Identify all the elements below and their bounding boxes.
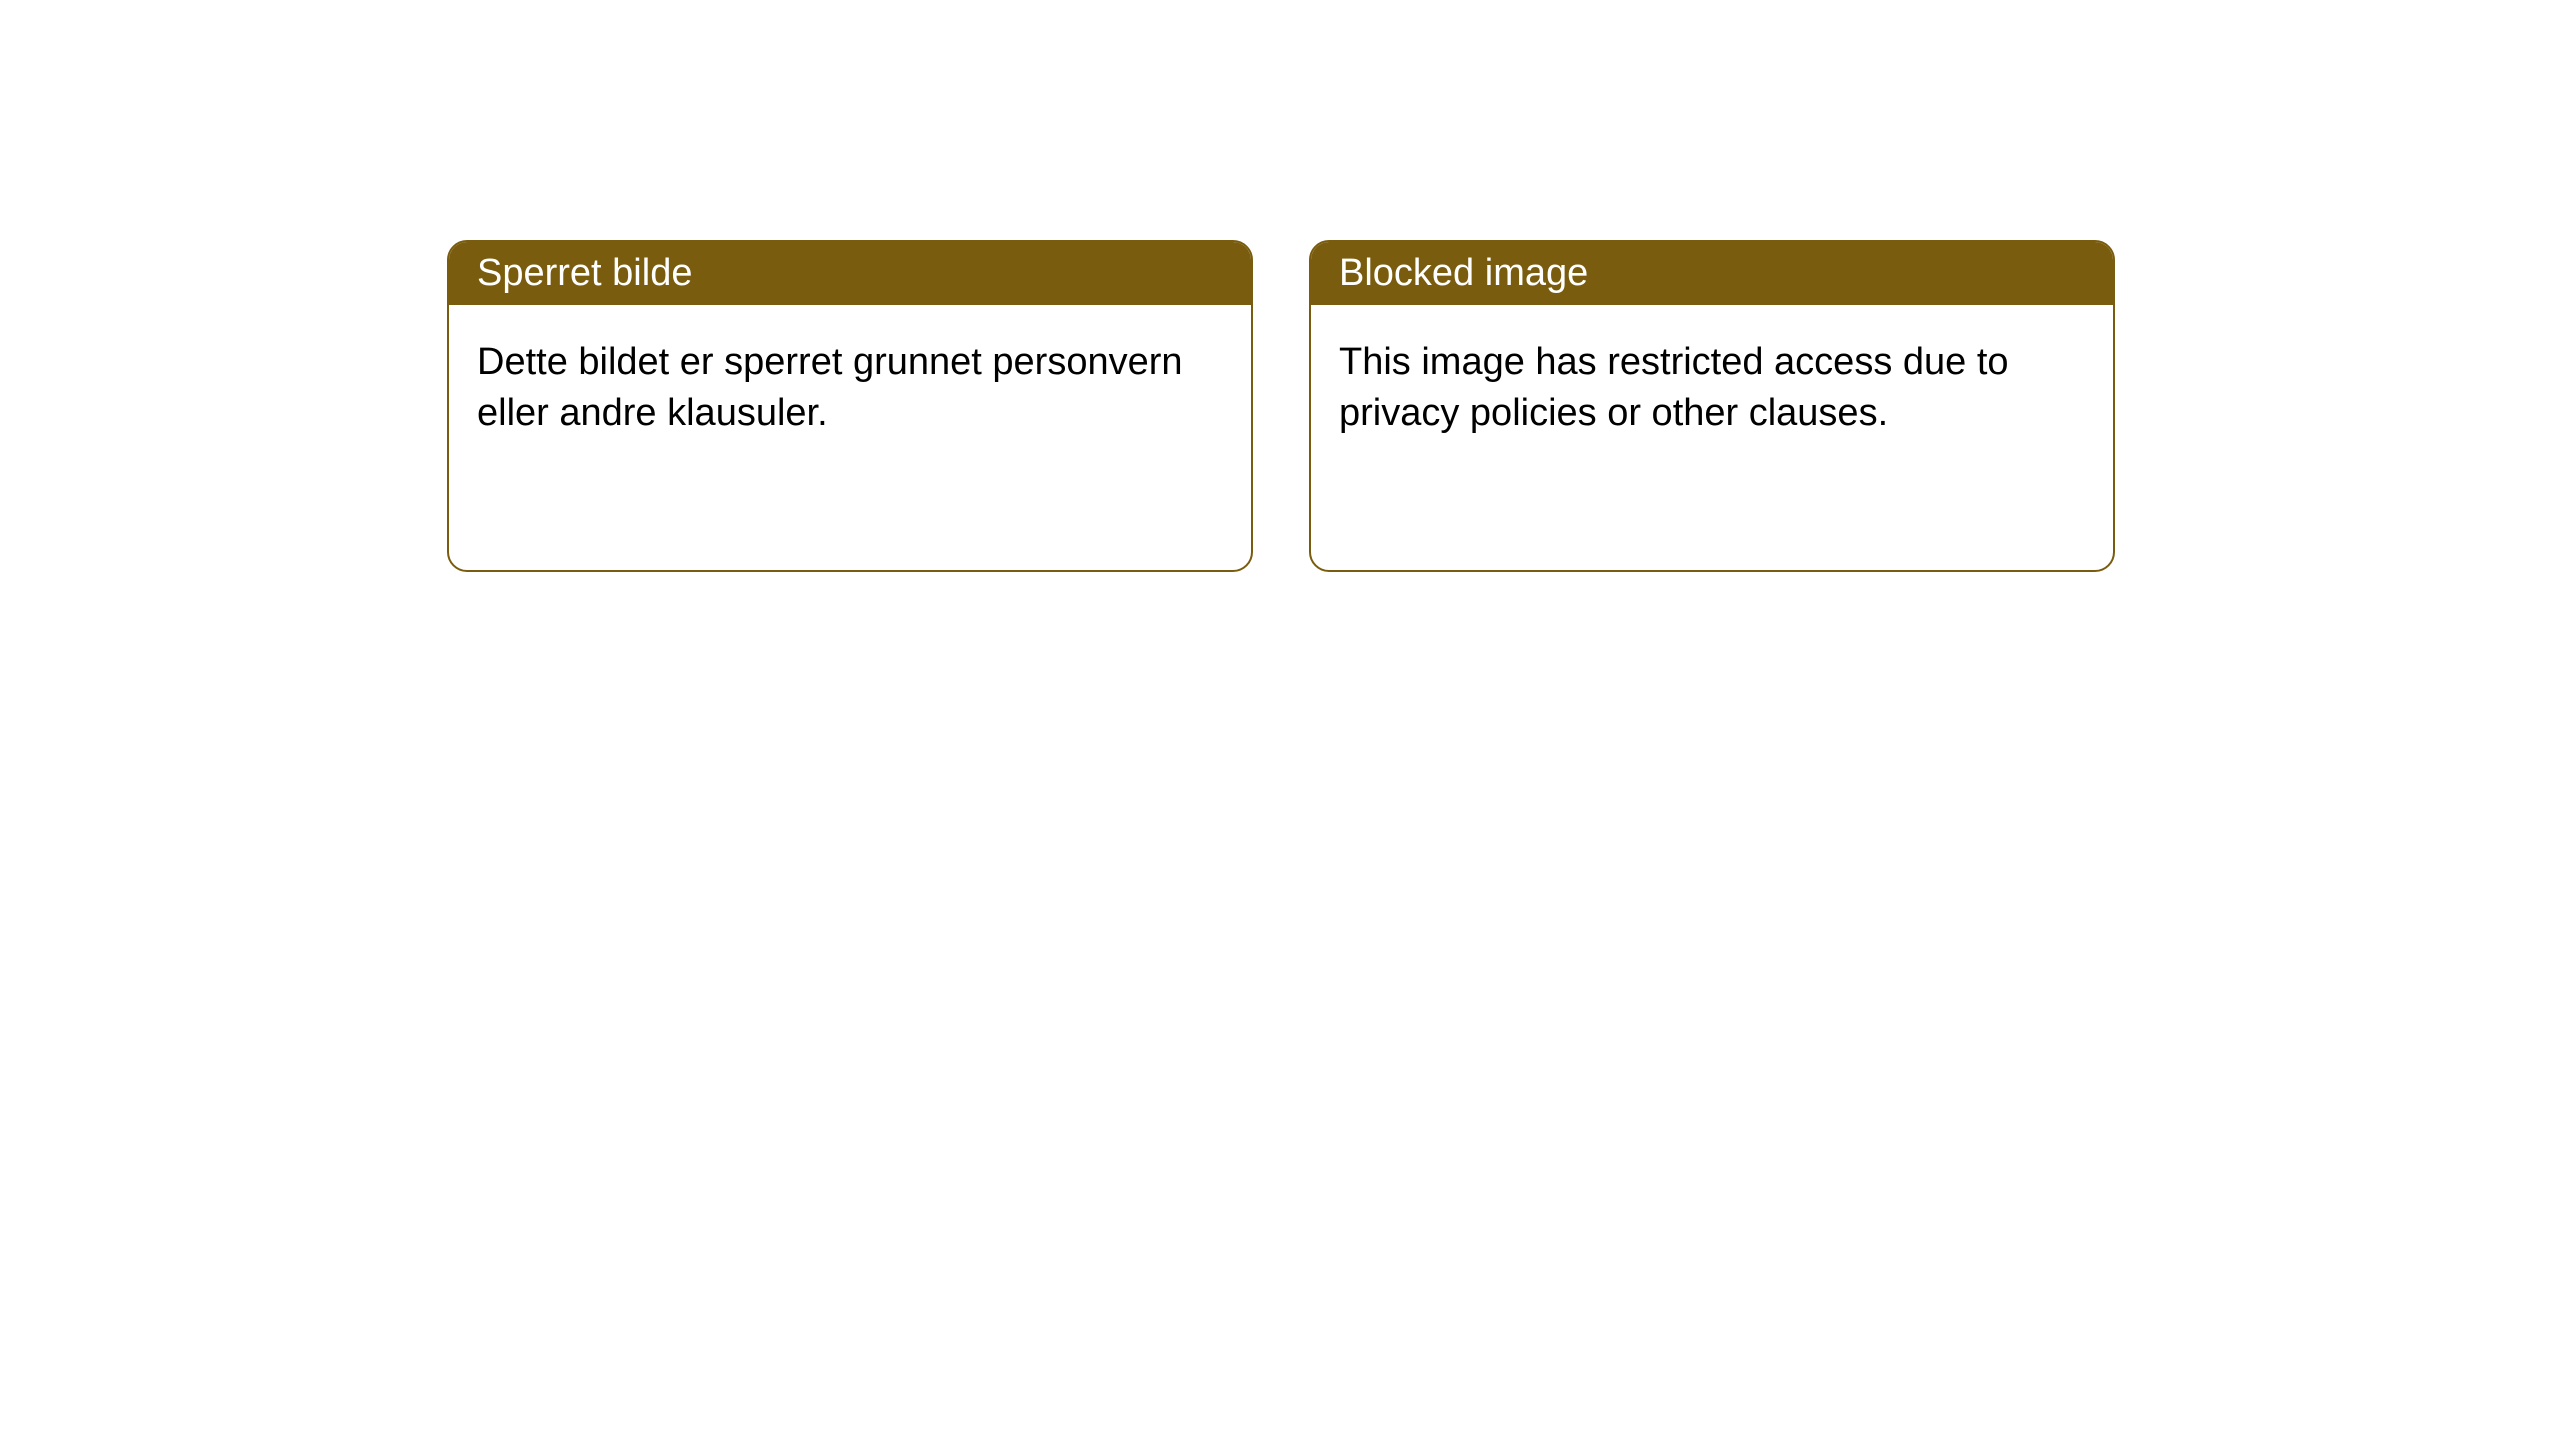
notice-message-norwegian: Dette bildet er sperret grunnet personve… (477, 341, 1183, 434)
notice-box-english: Blocked image This image has restricted … (1309, 240, 2115, 572)
notice-container: Sperret bilde Dette bildet er sperret gr… (0, 0, 2560, 572)
notice-body-norwegian: Dette bildet er sperret grunnet personve… (449, 305, 1251, 472)
notice-header-norwegian: Sperret bilde (449, 242, 1251, 305)
notice-title-norwegian: Sperret bilde (477, 252, 692, 294)
notice-body-english: This image has restricted access due to … (1311, 305, 2113, 472)
notice-header-english: Blocked image (1311, 242, 2113, 305)
notice-message-english: This image has restricted access due to … (1339, 341, 2009, 434)
notice-box-norwegian: Sperret bilde Dette bildet er sperret gr… (447, 240, 1253, 572)
notice-title-english: Blocked image (1339, 252, 1588, 294)
